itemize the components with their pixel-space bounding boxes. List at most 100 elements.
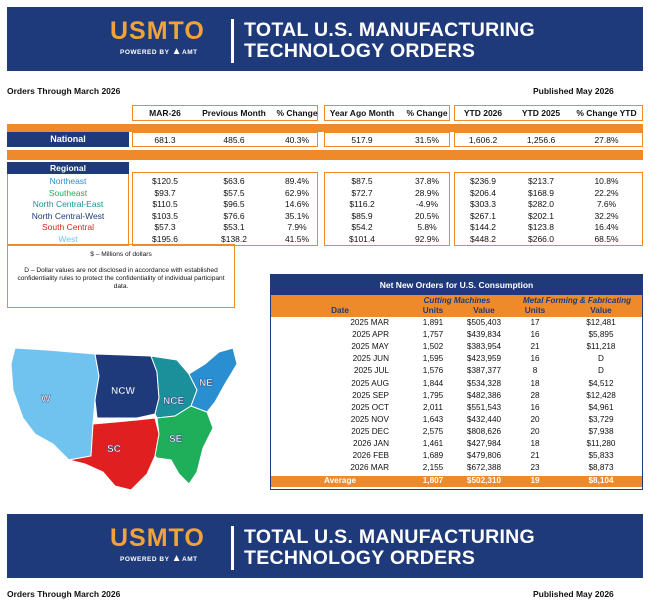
avg-units-2: 19 xyxy=(530,476,540,485)
map-region-ne xyxy=(188,347,238,413)
region-value: 10.8% xyxy=(594,176,619,186)
region-value: 32.2% xyxy=(594,210,619,221)
row-value-1: $505,403 xyxy=(466,318,502,327)
row-value-1: $479,806 xyxy=(466,451,502,461)
row-value-2: $7,938 xyxy=(588,426,614,436)
row-units-1: 2,575 xyxy=(422,426,444,436)
regional-label: Regional xyxy=(50,163,86,173)
header-box-monthly xyxy=(132,105,318,121)
region-name: North Central-East xyxy=(32,199,104,210)
region-value: $144.2 xyxy=(470,222,496,233)
region-value: $54.2 xyxy=(351,222,373,233)
group-metal-forming: Metal Forming & Fabricating xyxy=(522,296,631,305)
powered-label: POWERED BY xyxy=(120,49,170,56)
row-date: 2025 APR xyxy=(352,330,389,340)
region-value: 7.6% xyxy=(596,199,617,210)
national-value: 517.9 xyxy=(351,135,373,145)
region-value: $138.2 xyxy=(221,234,247,244)
orders-row: 2025 JUL 1,576 $387,377 8 D xyxy=(271,366,642,377)
row-value-1: $672,388 xyxy=(466,463,502,473)
usmto-logo: USMTO POWERED BY ▲AMT xyxy=(110,18,220,64)
orders-row: 2025 MAY 1,502 $383,954 21 $11,218 xyxy=(271,342,642,353)
row-units-1: 1,643 xyxy=(422,414,444,424)
national-value: 1,256.6 xyxy=(526,135,556,145)
region-value: $168.9 xyxy=(528,187,554,198)
national-value: 485.6 xyxy=(223,135,245,145)
row-units-1: 1,461 xyxy=(422,439,444,448)
region-value: 68.5% xyxy=(594,234,619,244)
row-units-1: 1,576 xyxy=(422,366,444,376)
row-value-2: $12,481 xyxy=(586,318,616,327)
region-name: Northeast xyxy=(49,176,87,186)
orders-row: 2025 SEP 1,795 $482,386 28 $12,428 xyxy=(271,391,642,402)
row-value-2: $4,961 xyxy=(588,402,614,412)
row-date: 2025 AUG xyxy=(351,378,389,388)
national-label-bg xyxy=(7,132,129,147)
region-value: 5.8% xyxy=(417,222,437,233)
national-value: 40.3% xyxy=(284,135,310,145)
region-name: West xyxy=(58,234,78,244)
avg-value-2: $8,104 xyxy=(588,476,614,485)
region-value: $213.7 xyxy=(528,176,554,186)
region-value: $85.9 xyxy=(351,210,373,221)
orders-row: 2026 JAN 1,461 $427,984 18 $11,280 xyxy=(271,439,642,450)
national-box-yearago xyxy=(324,132,450,147)
row-units-1: 1,502 xyxy=(422,342,444,352)
region-value: 62.9% xyxy=(284,187,310,198)
regional-box-monthly xyxy=(132,172,318,246)
row-units-1: 1,689 xyxy=(422,451,444,461)
region-value: 7.9% xyxy=(287,222,307,233)
avg-units-1: 1,807 xyxy=(422,476,444,485)
col-units-1: Units xyxy=(422,306,444,315)
row-value-2: $11,280 xyxy=(586,439,616,448)
row-value-2: $11,218 xyxy=(586,342,616,352)
row-date: 2025 NOV xyxy=(350,414,389,424)
column-header: MAR-26 xyxy=(149,108,181,118)
row-date: 2025 JUN xyxy=(352,354,389,364)
col-value-2: Value xyxy=(590,306,612,315)
row-units-1: 1,844 xyxy=(422,378,444,388)
logo-text: USMTO xyxy=(110,17,205,45)
row-value-2: D xyxy=(598,354,604,364)
orange-bar xyxy=(7,124,643,132)
national-value: 681.3 xyxy=(154,135,176,145)
banner-title: TOTAL U.S. MANUFACTURING TECHNOLOGY ORDE… xyxy=(244,527,535,569)
column-header: Previous Month xyxy=(202,108,266,118)
powered-by: POWERED BY ▲AMT xyxy=(120,46,198,57)
region-value: $266.0 xyxy=(528,234,554,244)
row-units-2: 23 xyxy=(530,463,540,473)
row-value-1: $387,377 xyxy=(466,366,502,376)
title-line-1: TOTAL U.S. MANUFACTURING xyxy=(244,526,536,548)
column-header: Year Ago Month xyxy=(329,108,395,118)
region-value: $206.4 xyxy=(470,187,496,198)
region-value: 89.4% xyxy=(284,176,310,186)
national-label: National xyxy=(50,134,86,144)
row-date: 2026 JAN xyxy=(353,439,389,448)
region-value: 22.2% xyxy=(594,187,619,198)
row-units-1: 1,891 xyxy=(422,318,444,327)
region-value: $267.1 xyxy=(470,210,496,221)
map-region-sc xyxy=(68,417,160,491)
region-value: $195.6 xyxy=(152,234,178,244)
usmto-logo: USMTO POWERED BY ▲AMT xyxy=(110,525,220,571)
regional-box-ytd xyxy=(454,172,643,246)
row-units-2: 16 xyxy=(530,354,540,364)
row-units-2: 20 xyxy=(530,426,540,436)
row-value-1: $482,386 xyxy=(466,390,502,400)
region-value: -4.9% xyxy=(415,199,439,210)
row-units-2: 18 xyxy=(530,439,540,448)
row-value-1: $432,440 xyxy=(466,414,502,424)
col-value-1: Value xyxy=(473,306,495,315)
row-value-2: $3,729 xyxy=(588,414,614,424)
region-name: Southeast xyxy=(48,187,88,198)
row-units-2: 8 xyxy=(532,366,538,376)
row-date: 2025 DEC xyxy=(351,426,389,436)
us-regions-map: W NCW NE NCE SC SE xyxy=(10,347,238,491)
map-region-west xyxy=(10,347,100,461)
national-value: 31.5% xyxy=(414,135,440,145)
row-units-2: 21 xyxy=(530,342,540,352)
row-value-2: $4,512 xyxy=(588,378,614,388)
title-line-2: TECHNOLOGY ORDERS xyxy=(244,40,476,62)
orders-row: 2025 JUN 1,595 $423,959 16 D xyxy=(271,354,642,365)
row-units-2: 16 xyxy=(530,402,540,412)
